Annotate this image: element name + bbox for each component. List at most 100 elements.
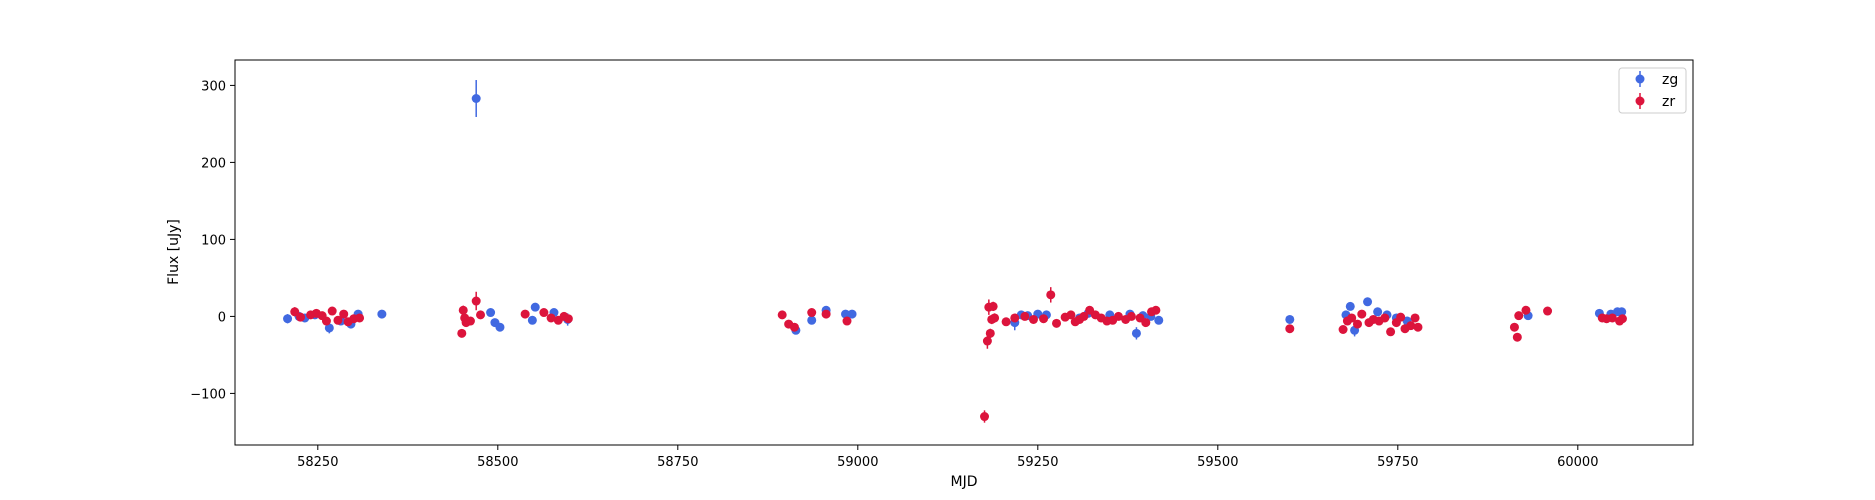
data-point-zr [1512,332,1522,342]
data-point-zr [988,301,998,311]
data-point-zr [980,412,990,422]
data-point-zg [1285,314,1295,324]
data-point-zg [283,314,293,324]
series-zg [283,80,1627,340]
data-point-zg [1154,315,1164,325]
data-point-zr [1001,317,1011,327]
data-point-zg [1131,328,1141,338]
data-point-zg [324,323,334,333]
data-point-zr [296,312,306,322]
data-point-zr [1028,314,1038,324]
legend-label-zg: zg [1662,72,1678,88]
y-axis: −100 0 100 200 300 [190,79,235,402]
data-point-zr [327,306,337,316]
legend-label-zr: zr [1662,94,1675,110]
data-point-zr [1285,324,1295,334]
x-tick-label: 59750 [1377,455,1418,470]
x-tick-label: 59000 [837,455,878,470]
data-point-zr [1521,305,1531,315]
data-point-zr [458,305,468,315]
legend-zg-marker [1635,74,1645,84]
y-axis-label: Flux [uJy] [166,219,182,285]
data-point-zg [530,302,540,312]
data-point-zg [847,309,857,319]
data-point-zg [527,315,537,325]
data-point-zg [495,322,505,332]
data-point-zr [1607,313,1617,323]
data-point-zr [563,314,573,324]
data-point-zr [1406,321,1416,331]
x-axis-label: MJD [951,474,978,490]
series-layer [283,80,1627,423]
plot-frame [234,59,1694,446]
data-point-zg [1373,307,1383,317]
data-point-zr [476,310,486,320]
data-point-zr [1509,322,1519,332]
x-tick-label: 59500 [1197,455,1238,470]
data-point-zr [1357,309,1367,319]
y-tick-label: 200 [201,156,226,171]
data-point-zr [1066,310,1076,320]
data-point-zg [807,315,817,325]
data-point-zr [471,296,481,306]
x-tick-label: 58500 [477,455,518,470]
data-point-zr [1052,318,1062,328]
data-point-zr [821,309,831,319]
data-point-zr [1352,319,1362,329]
data-point-zg [1345,301,1355,311]
x-tick-label: 58250 [297,455,338,470]
data-point-zr [339,309,349,319]
series-zr [290,287,1627,423]
data-point-zg [1617,307,1627,317]
x-tick-label: 58750 [657,455,698,470]
x-axis: 58250 58500 58750 59000 59250 59500 59750 60000 [297,445,1598,470]
y-tick-label: 0 [218,310,226,325]
data-point-zr [355,313,365,323]
data-point-zr [1126,311,1136,321]
data-point-zr [1046,290,1056,300]
data-point-zg [1363,297,1373,307]
data-point-zr [1010,313,1020,323]
data-point-zr [982,336,992,346]
data-point-zr [333,315,343,325]
data-point-zr [990,313,1000,323]
data-point-zg [471,94,481,103]
data-point-zr [1543,306,1553,316]
data-point-zr [1113,311,1123,321]
data-point-zr [1141,318,1151,328]
data-point-zr [465,316,475,326]
data-point-zr [1079,311,1089,321]
data-point-zr [290,307,300,317]
data-point-zr [777,310,787,320]
x-tick-label: 59250 [1017,455,1058,470]
data-point-zr [985,328,995,338]
data-point-zg [486,308,496,318]
data-point-zr [842,316,852,326]
y-tick-label: −100 [190,387,226,402]
data-point-zr [1380,313,1390,323]
data-point-zr [321,316,331,326]
data-point-zr [457,328,467,338]
data-point-zr [1413,322,1423,332]
x-tick-label: 60000 [1557,455,1598,470]
data-point-zr [807,308,817,318]
data-point-zg [841,309,851,319]
data-point-zr [1347,313,1357,323]
legend: zg zr [1618,67,1687,114]
data-point-zr [1151,305,1161,315]
y-tick-label: 100 [201,233,226,248]
data-point-zr [789,322,799,332]
data-point-zr [539,308,549,318]
data-point-zr [1020,311,1030,321]
data-point-zr [520,309,530,319]
data-point-zr [1039,314,1049,324]
data-point-zr [1514,311,1524,321]
y-tick-label: 300 [201,79,226,94]
data-point-zr [1410,313,1420,323]
data-point-zg [377,309,387,319]
data-point-zr [1396,312,1406,322]
data-point-zr [1338,325,1348,334]
data-point-zr [1617,314,1627,324]
data-point-zr [546,313,556,323]
